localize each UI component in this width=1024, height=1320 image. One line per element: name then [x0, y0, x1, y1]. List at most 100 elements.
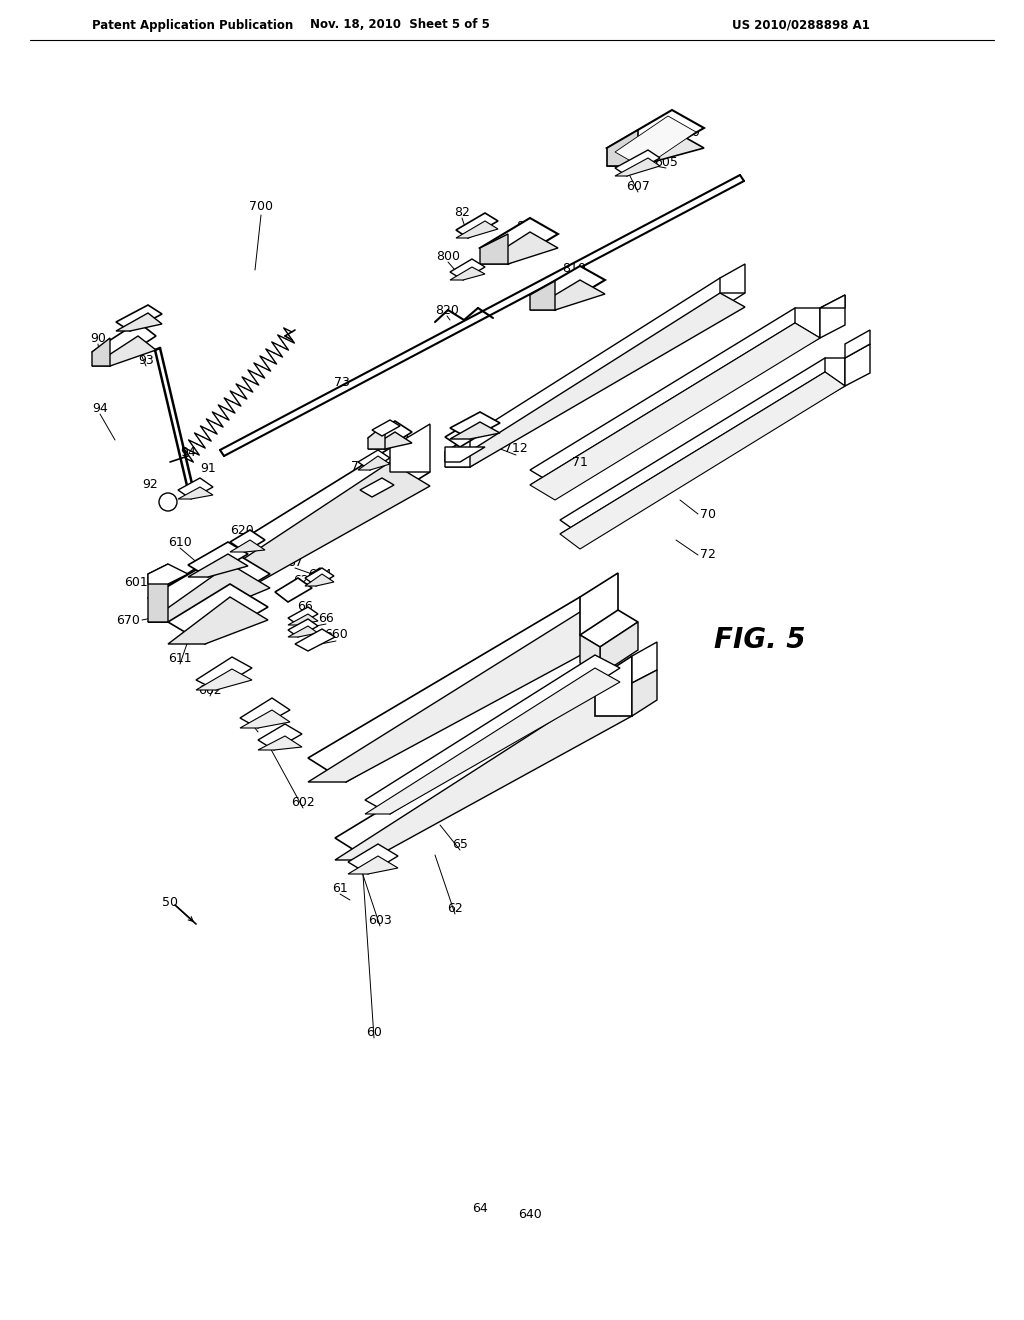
Polygon shape — [92, 338, 110, 366]
Polygon shape — [308, 597, 618, 781]
Polygon shape — [148, 564, 188, 583]
Polygon shape — [305, 574, 334, 586]
Polygon shape — [607, 110, 705, 166]
Polygon shape — [560, 372, 845, 549]
Text: 670: 670 — [116, 614, 140, 627]
Polygon shape — [240, 698, 290, 729]
Polygon shape — [168, 583, 268, 644]
Polygon shape — [360, 478, 394, 498]
Text: 65: 65 — [452, 837, 468, 850]
Polygon shape — [450, 259, 485, 280]
Polygon shape — [456, 220, 498, 238]
Polygon shape — [368, 432, 412, 449]
Text: 71: 71 — [572, 455, 588, 469]
Polygon shape — [632, 642, 657, 682]
Polygon shape — [450, 267, 485, 280]
Polygon shape — [240, 710, 290, 729]
Text: FIG. 5: FIG. 5 — [715, 626, 806, 653]
Polygon shape — [445, 422, 485, 447]
Text: 62: 62 — [447, 902, 463, 915]
Polygon shape — [372, 420, 400, 436]
Polygon shape — [196, 657, 252, 690]
Polygon shape — [607, 129, 638, 166]
Polygon shape — [390, 424, 430, 473]
Polygon shape — [148, 564, 168, 622]
Polygon shape — [168, 597, 268, 644]
Text: 640: 640 — [518, 1209, 542, 1221]
Polygon shape — [368, 421, 412, 449]
Text: 66: 66 — [297, 599, 313, 612]
Text: 607: 607 — [626, 180, 650, 193]
Polygon shape — [258, 737, 302, 750]
Text: 610: 610 — [168, 536, 191, 549]
Polygon shape — [288, 607, 318, 624]
Polygon shape — [178, 487, 213, 499]
Text: 63: 63 — [244, 711, 260, 725]
Polygon shape — [530, 323, 820, 500]
Text: 800: 800 — [436, 249, 460, 263]
Text: 810: 810 — [562, 261, 586, 275]
Text: 90: 90 — [90, 331, 105, 345]
Polygon shape — [196, 669, 252, 690]
Circle shape — [159, 492, 177, 511]
Text: 50: 50 — [162, 895, 178, 908]
Polygon shape — [560, 358, 845, 535]
Polygon shape — [308, 612, 618, 781]
Polygon shape — [560, 372, 845, 535]
Text: 91: 91 — [200, 462, 216, 474]
Polygon shape — [445, 293, 745, 467]
Polygon shape — [450, 412, 500, 440]
Polygon shape — [335, 693, 632, 861]
Text: 72: 72 — [700, 549, 716, 561]
Polygon shape — [148, 564, 270, 622]
Text: Patent Application Publication: Patent Application Publication — [92, 18, 293, 32]
Text: 600: 600 — [676, 125, 700, 139]
Text: 67: 67 — [287, 556, 303, 569]
Text: 820: 820 — [435, 304, 459, 317]
Text: 604: 604 — [308, 568, 332, 581]
Polygon shape — [845, 345, 870, 385]
Polygon shape — [480, 232, 558, 264]
Polygon shape — [820, 294, 845, 338]
Polygon shape — [148, 462, 430, 622]
Polygon shape — [607, 129, 705, 166]
Text: US 2010/0288898 A1: US 2010/0288898 A1 — [732, 18, 870, 32]
Text: 660: 660 — [325, 628, 348, 642]
Text: 603: 603 — [368, 913, 392, 927]
Polygon shape — [275, 578, 312, 602]
Polygon shape — [178, 478, 213, 499]
Text: 92: 92 — [142, 478, 158, 491]
Polygon shape — [445, 437, 470, 467]
Polygon shape — [530, 280, 605, 310]
Polygon shape — [480, 218, 558, 264]
Polygon shape — [188, 543, 248, 577]
Polygon shape — [295, 630, 335, 651]
Polygon shape — [795, 308, 820, 338]
Polygon shape — [358, 455, 390, 470]
Polygon shape — [632, 671, 657, 715]
Text: 605: 605 — [654, 156, 678, 169]
Polygon shape — [288, 614, 318, 624]
Polygon shape — [305, 568, 334, 586]
Polygon shape — [530, 323, 820, 484]
Text: Nov. 18, 2010  Sheet 5 of 5: Nov. 18, 2010 Sheet 5 of 5 — [310, 18, 489, 32]
Polygon shape — [600, 622, 638, 675]
Text: 700: 700 — [249, 199, 273, 213]
Polygon shape — [230, 540, 265, 552]
Polygon shape — [148, 550, 270, 622]
Polygon shape — [580, 635, 600, 675]
Polygon shape — [615, 158, 660, 176]
Polygon shape — [116, 305, 162, 331]
Text: 601: 601 — [124, 576, 148, 589]
Polygon shape — [116, 313, 162, 331]
Polygon shape — [348, 855, 398, 874]
Text: 94: 94 — [92, 401, 108, 414]
Text: 82: 82 — [454, 206, 470, 219]
Polygon shape — [456, 213, 498, 238]
Text: 711: 711 — [360, 482, 384, 495]
Polygon shape — [288, 619, 318, 638]
Text: 602: 602 — [266, 735, 290, 748]
Polygon shape — [720, 264, 745, 293]
Text: 64: 64 — [472, 1201, 487, 1214]
Polygon shape — [615, 150, 660, 176]
